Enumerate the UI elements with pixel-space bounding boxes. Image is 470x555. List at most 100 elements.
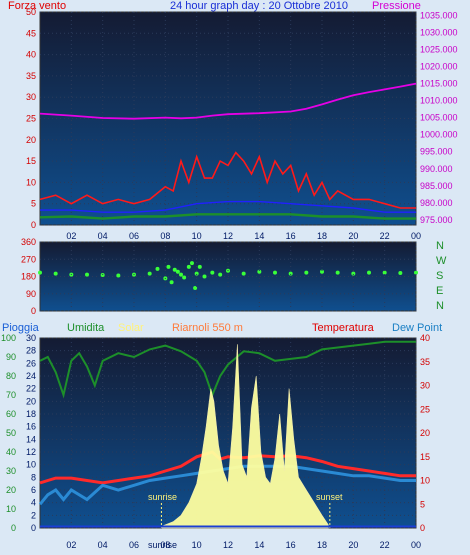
direction-axis-tick: 90 <box>26 289 36 299</box>
temperature-axis-tick: 40 <box>420 333 430 343</box>
x-axis-tick: 14 <box>254 231 264 241</box>
temperature-axis-tick: 25 <box>420 404 430 414</box>
rain-axis-tick: 20 <box>6 485 16 495</box>
temperature-axis-tick: 35 <box>420 357 430 367</box>
x-axis-tick: 22 <box>380 540 390 550</box>
x-axis-tick: 16 <box>286 231 296 241</box>
direction-point <box>382 270 387 275</box>
x-axis-tick: 20 <box>348 540 358 550</box>
solar-axis-tick: 28 <box>26 346 36 356</box>
solar-axis-tick: 12 <box>26 447 36 457</box>
temperature-label: Temperatura <box>312 322 374 334</box>
wind-speed-line <box>39 151 416 209</box>
x-axis-tick: 06 <box>129 540 139 550</box>
solar-axis-tick: 0 <box>31 523 36 533</box>
wind-axis-tick: 0 <box>31 220 36 230</box>
direction-point <box>202 274 207 279</box>
pressure-line <box>39 82 417 120</box>
chart-title: 24 hour graph day : 20 Ottobre 2010 <box>170 0 348 12</box>
direction-point <box>414 270 418 275</box>
pressure-axis-tick: 1035.000 <box>420 10 458 20</box>
x-axis-tick: 20 <box>348 231 358 241</box>
temperature-axis-tick: 5 <box>420 499 425 509</box>
direction-point <box>116 273 121 278</box>
direction-e-label: E <box>436 285 444 297</box>
x-axis-tick: 10 <box>192 540 202 550</box>
direction-point <box>335 270 340 275</box>
temperature-axis-tick: 30 <box>420 381 430 391</box>
direction-axis-tick: 360 <box>21 237 36 247</box>
x-axis-tick: 10 <box>192 231 202 241</box>
humidity-label: Umidita <box>67 322 105 334</box>
solar-axis-tick: 2 <box>31 510 36 520</box>
pressure-axis-tick: 1020.000 <box>420 62 458 72</box>
direction-point <box>172 267 177 272</box>
place-label: Riarnoli 550 m <box>172 322 243 334</box>
rain-axis-tick: 80 <box>6 371 16 381</box>
sunset-marker: sunset <box>316 492 343 502</box>
pressure-axis-tick: 1025.000 <box>420 44 458 54</box>
temperature-axis-tick: 0 <box>420 523 425 533</box>
solar-axis-tick: 22 <box>26 384 36 394</box>
direction-point <box>175 269 180 274</box>
direction-axis-tick: 180 <box>21 272 36 282</box>
wind-axis-tick: 50 <box>26 7 36 17</box>
x-axis-tick: 00 <box>411 231 421 241</box>
wind-axis-tick: 45 <box>26 28 36 38</box>
pressure-axis-tick: 975.000 <box>420 215 453 225</box>
x-axis-tick: 22 <box>380 231 390 241</box>
rain-axis-tick: 30 <box>6 466 16 476</box>
direction-point <box>169 280 174 285</box>
direction-axis-tick: 0 <box>31 306 36 316</box>
solar-axis-tick: 30 <box>26 333 36 343</box>
direction-point <box>189 261 194 266</box>
direction-w-label: W <box>436 255 447 267</box>
direction-point <box>288 271 293 276</box>
direction-point <box>304 270 309 275</box>
direction-point <box>218 272 223 277</box>
solar-axis-tick: 6 <box>31 485 36 495</box>
wind-label: Forza vento <box>8 0 67 12</box>
direction-axis-tick: 270 <box>21 254 36 264</box>
pressure-label: Pressione <box>372 0 421 12</box>
solar-axis-tick: 18 <box>26 409 36 419</box>
pressure-axis-tick: 980.000 <box>420 198 453 208</box>
wind-axis-tick: 20 <box>26 135 36 145</box>
direction-point <box>197 264 202 269</box>
x-axis-tick: 04 <box>98 231 108 241</box>
wind-axis-tick: 40 <box>26 50 36 60</box>
direction-point <box>193 286 198 290</box>
direction-point <box>179 272 183 277</box>
pressure-axis-tick: 1010.000 <box>420 96 458 106</box>
solar-axis-tick: 10 <box>26 460 36 470</box>
solar-axis-tick: 20 <box>26 396 36 406</box>
x-axis-tick: 08 <box>160 231 170 241</box>
solar-axis-tick: 26 <box>26 358 36 368</box>
sunrise-marker: sunrise <box>148 492 177 502</box>
solar-axis-tick: 8 <box>31 472 36 482</box>
direction-point <box>186 264 191 269</box>
rain-axis-tick: 60 <box>6 409 16 419</box>
rain-axis-tick: 90 <box>6 352 16 362</box>
direction-point <box>85 272 89 277</box>
wind-low-line <box>39 213 416 220</box>
x-axis-tick: 18 <box>317 540 327 550</box>
wind-axis-tick: 35 <box>26 71 36 81</box>
rain-label: Pioggia <box>2 322 39 334</box>
wind-average-line <box>40 200 416 213</box>
pressure-axis-tick: 1015.000 <box>420 79 458 89</box>
wind-axis-tick: 5 <box>31 199 36 209</box>
direction-point <box>147 271 152 276</box>
direction-s-label: S <box>436 270 444 282</box>
direction-n2-label: N <box>436 300 444 312</box>
x-axis-tick: 00 <box>411 540 421 550</box>
direction-point <box>210 270 215 275</box>
solar-axis-tick: 4 <box>31 498 36 508</box>
wind-axis-tick: 30 <box>26 92 36 102</box>
solar-label: Solar <box>118 322 144 334</box>
x-axis-tick: 18 <box>317 231 327 241</box>
solar-axis-tick: 24 <box>26 371 36 381</box>
x-axis-tick: 02 <box>66 540 76 550</box>
direction-point <box>53 271 58 276</box>
